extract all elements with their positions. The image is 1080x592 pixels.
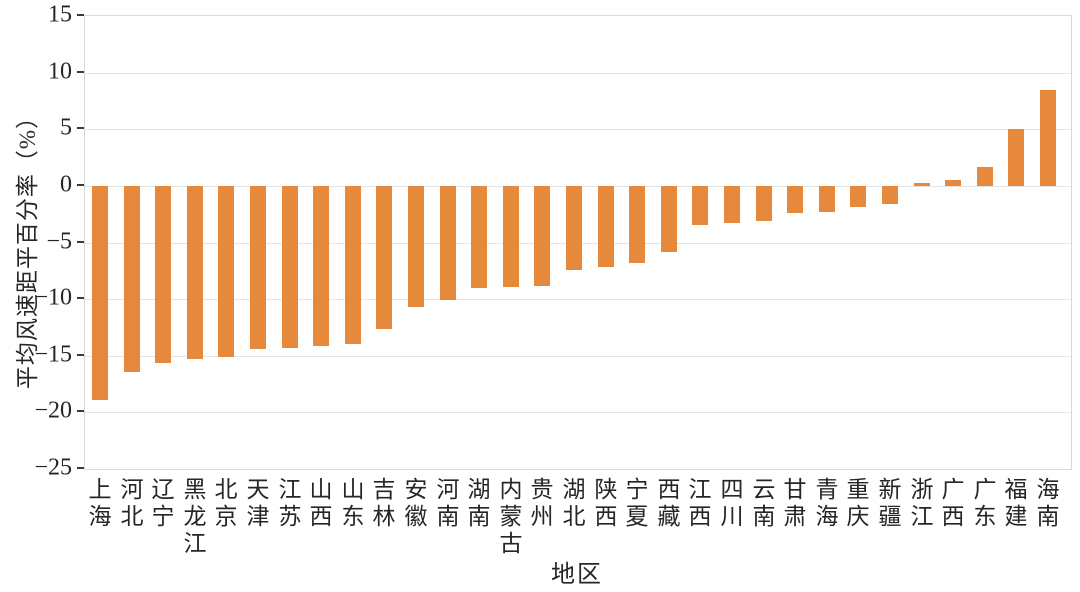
x-tick-label: 湖北 [559, 477, 584, 531]
x-tick-label: 四川 [717, 477, 742, 531]
x-tick-label: 湖南 [464, 477, 489, 531]
x-tick-label: 贵州 [527, 477, 552, 531]
bar [250, 185, 266, 349]
bar [724, 185, 740, 224]
x-tick-label: 江苏 [275, 477, 300, 531]
x-tick-label: 内蒙古 [496, 477, 521, 558]
bar [282, 185, 298, 348]
bar [598, 185, 614, 268]
bar [471, 185, 487, 288]
y-axis: 15 10 5 0 −5 −10 −15 −20 −25 [0, 3, 84, 480]
bar [503, 185, 519, 287]
bar [914, 182, 930, 186]
x-tick-label: 吉林 [369, 477, 394, 531]
y-tick-mark [77, 71, 84, 73]
x-tick-label: 西藏 [654, 477, 679, 531]
bar [882, 185, 898, 204]
bar [819, 185, 835, 212]
y-tick-label: −5 [46, 228, 72, 255]
bar [977, 166, 993, 186]
bar [440, 185, 456, 301]
bar [945, 180, 961, 186]
x-tick-label: 辽宁 [148, 477, 173, 531]
y-tick-mark [77, 297, 84, 299]
bar [629, 185, 645, 263]
bar [345, 185, 361, 345]
x-tick-label: 海南 [1033, 477, 1058, 531]
bar [534, 185, 550, 286]
bar [92, 185, 108, 400]
x-tick-label: 广东 [970, 477, 995, 531]
gridline [85, 129, 1071, 130]
x-tick-label: 安徽 [401, 477, 426, 531]
x-axis-tick-labels: 上海 河北 辽宁 黑龙江 北京 天津 江苏 山西 山东 吉林 安徽 河南 湖南 内蒙古 贵州 湖北 陕西 宁夏 西藏… [84, 477, 1070, 563]
bar [1008, 129, 1024, 186]
x-tick-label: 江西 [685, 477, 710, 531]
x-tick-label: 山东 [338, 477, 363, 531]
y-tick-label: 0 [60, 171, 72, 198]
y-tick-mark [77, 354, 84, 356]
x-tick-label: 上海 [85, 477, 110, 531]
y-tick-label: −25 [34, 454, 72, 481]
bar [1040, 89, 1056, 186]
bar [850, 185, 866, 208]
y-tick-label: −10 [34, 284, 72, 311]
y-tick-mark [77, 14, 84, 16]
y-tick-mark [77, 467, 84, 469]
x-tick-label: 青海 [812, 477, 837, 531]
y-tick-mark [77, 127, 84, 129]
y-tick-mark [77, 184, 84, 186]
x-tick-label: 重庆 [843, 477, 868, 531]
bar [218, 185, 234, 357]
plot-area [84, 15, 1072, 470]
gridline [85, 412, 1071, 413]
bar [155, 185, 171, 363]
y-tick-label: 15 [48, 1, 72, 28]
x-tick-label: 广西 [938, 477, 963, 531]
x-tick-label: 河北 [117, 477, 142, 531]
y-tick-label: 10 [48, 58, 72, 85]
bar [187, 185, 203, 360]
bar [313, 185, 329, 346]
gridline [85, 73, 1071, 74]
y-tick-label: −15 [34, 341, 72, 368]
bar [692, 185, 708, 226]
x-tick-label: 山西 [306, 477, 331, 531]
gridline [85, 356, 1071, 357]
y-tick-mark [77, 410, 84, 412]
x-tick-label: 宁夏 [622, 477, 647, 531]
bar [756, 185, 772, 221]
y-tick-mark [77, 241, 84, 243]
gridline [85, 299, 1071, 300]
x-tick-label: 福建 [1001, 477, 1026, 531]
bar [376, 185, 392, 329]
x-axis-title: 地区 [551, 562, 603, 588]
x-tick-label: 云南 [749, 477, 774, 531]
x-tick-label: 甘肃 [780, 477, 805, 531]
bar [787, 185, 803, 214]
x-tick-label: 河南 [433, 477, 458, 531]
bar [566, 185, 582, 270]
x-tick-label: 浙江 [907, 477, 932, 531]
x-tick-label: 北京 [211, 477, 236, 531]
x-tick-label: 黑龙江 [180, 477, 205, 558]
y-tick-label: 5 [60, 114, 72, 141]
y-tick-label: −20 [34, 397, 72, 424]
x-tick-label: 陕西 [591, 477, 616, 531]
bar [661, 185, 677, 252]
bar [124, 185, 140, 372]
bar [408, 185, 424, 308]
x-tick-label: 天津 [243, 477, 268, 531]
x-tick-label: 新疆 [875, 477, 900, 531]
